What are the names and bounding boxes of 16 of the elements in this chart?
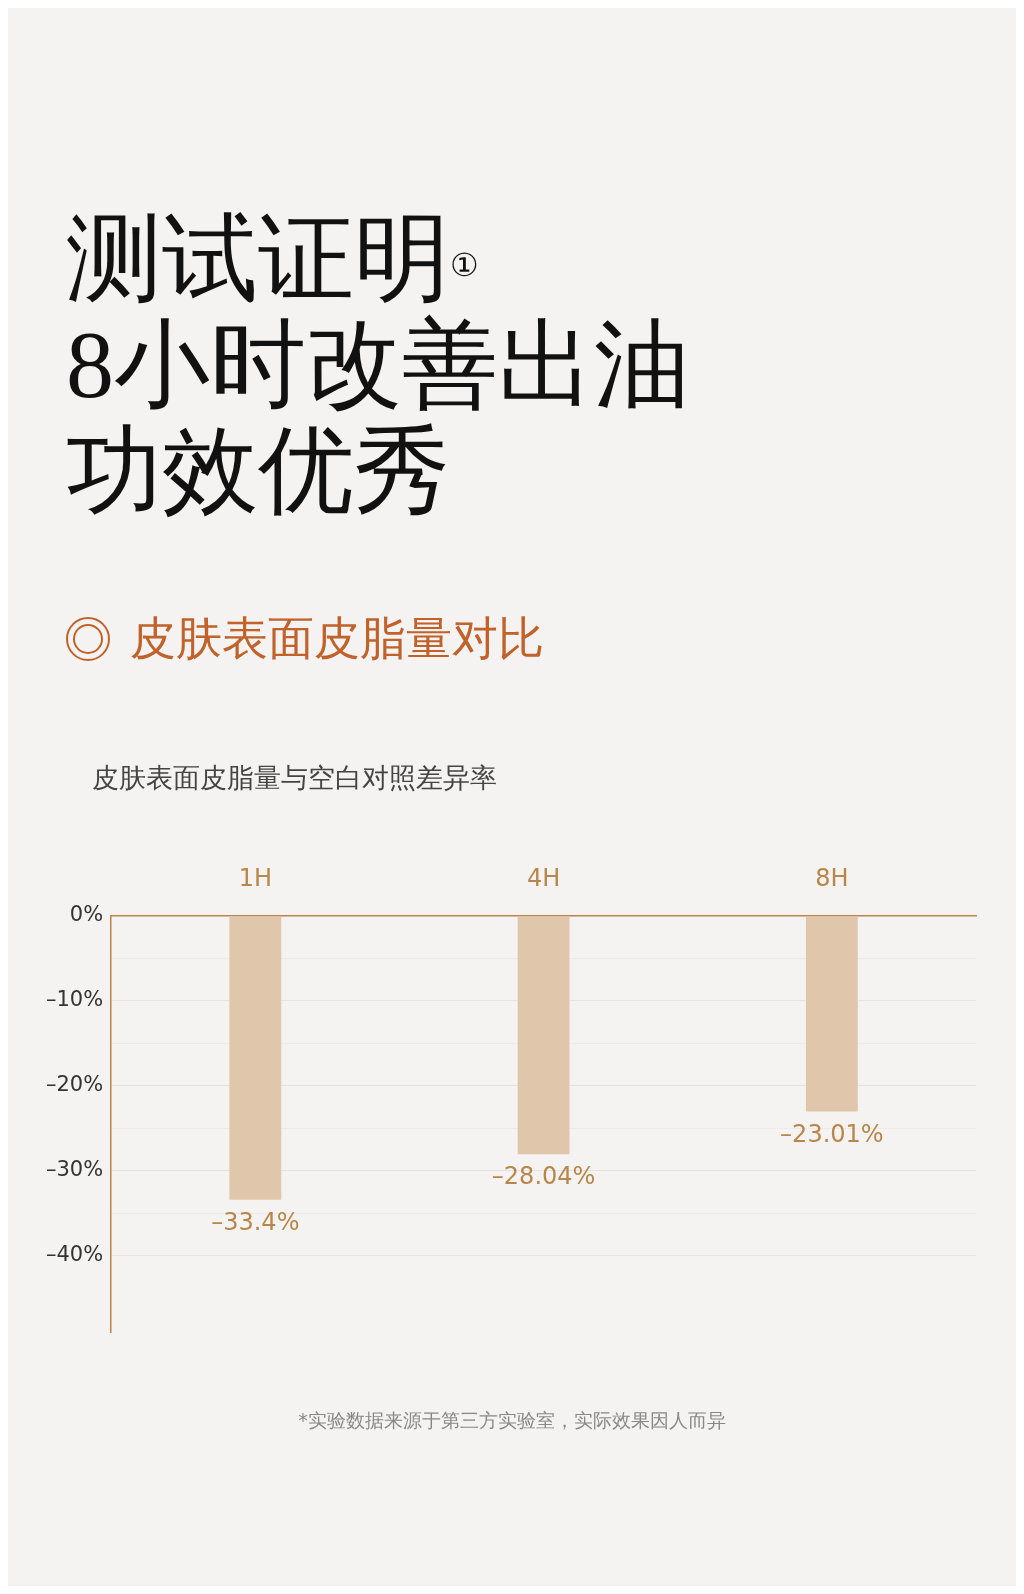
- text: *实验数据来源于第三方实验室，实际效果因人而异: [297, 1408, 727, 1433]
- x-tick-label: 4H: [526, 863, 561, 892]
- chart-title: 测试证明$^{①}$: [66, 205, 480, 312]
- y-tick-label: –20%: [45, 1072, 104, 1097]
- y-tick-label: –10%: [45, 987, 104, 1012]
- y-tick-label: –30%: [45, 1157, 104, 1182]
- y-tick-label: 0%: [69, 902, 104, 927]
- data-label: –28.04%: [491, 1162, 596, 1191]
- data-label: –23.01%: [780, 1119, 884, 1148]
- data-label: –33.4%: [211, 1208, 300, 1236]
- text: 皮肤表面皮脂量与空白对照差异率: [92, 761, 497, 795]
- y-tick-label: –40%: [45, 1242, 104, 1267]
- x-tick-label: 1H: [238, 863, 272, 892]
- x-tick-label: 8H: [815, 863, 849, 892]
- text: 皮肤表面皮脂量对比: [130, 612, 544, 666]
- chart-subtitle: 8小时改善出油功效优秀: [66, 311, 691, 524]
